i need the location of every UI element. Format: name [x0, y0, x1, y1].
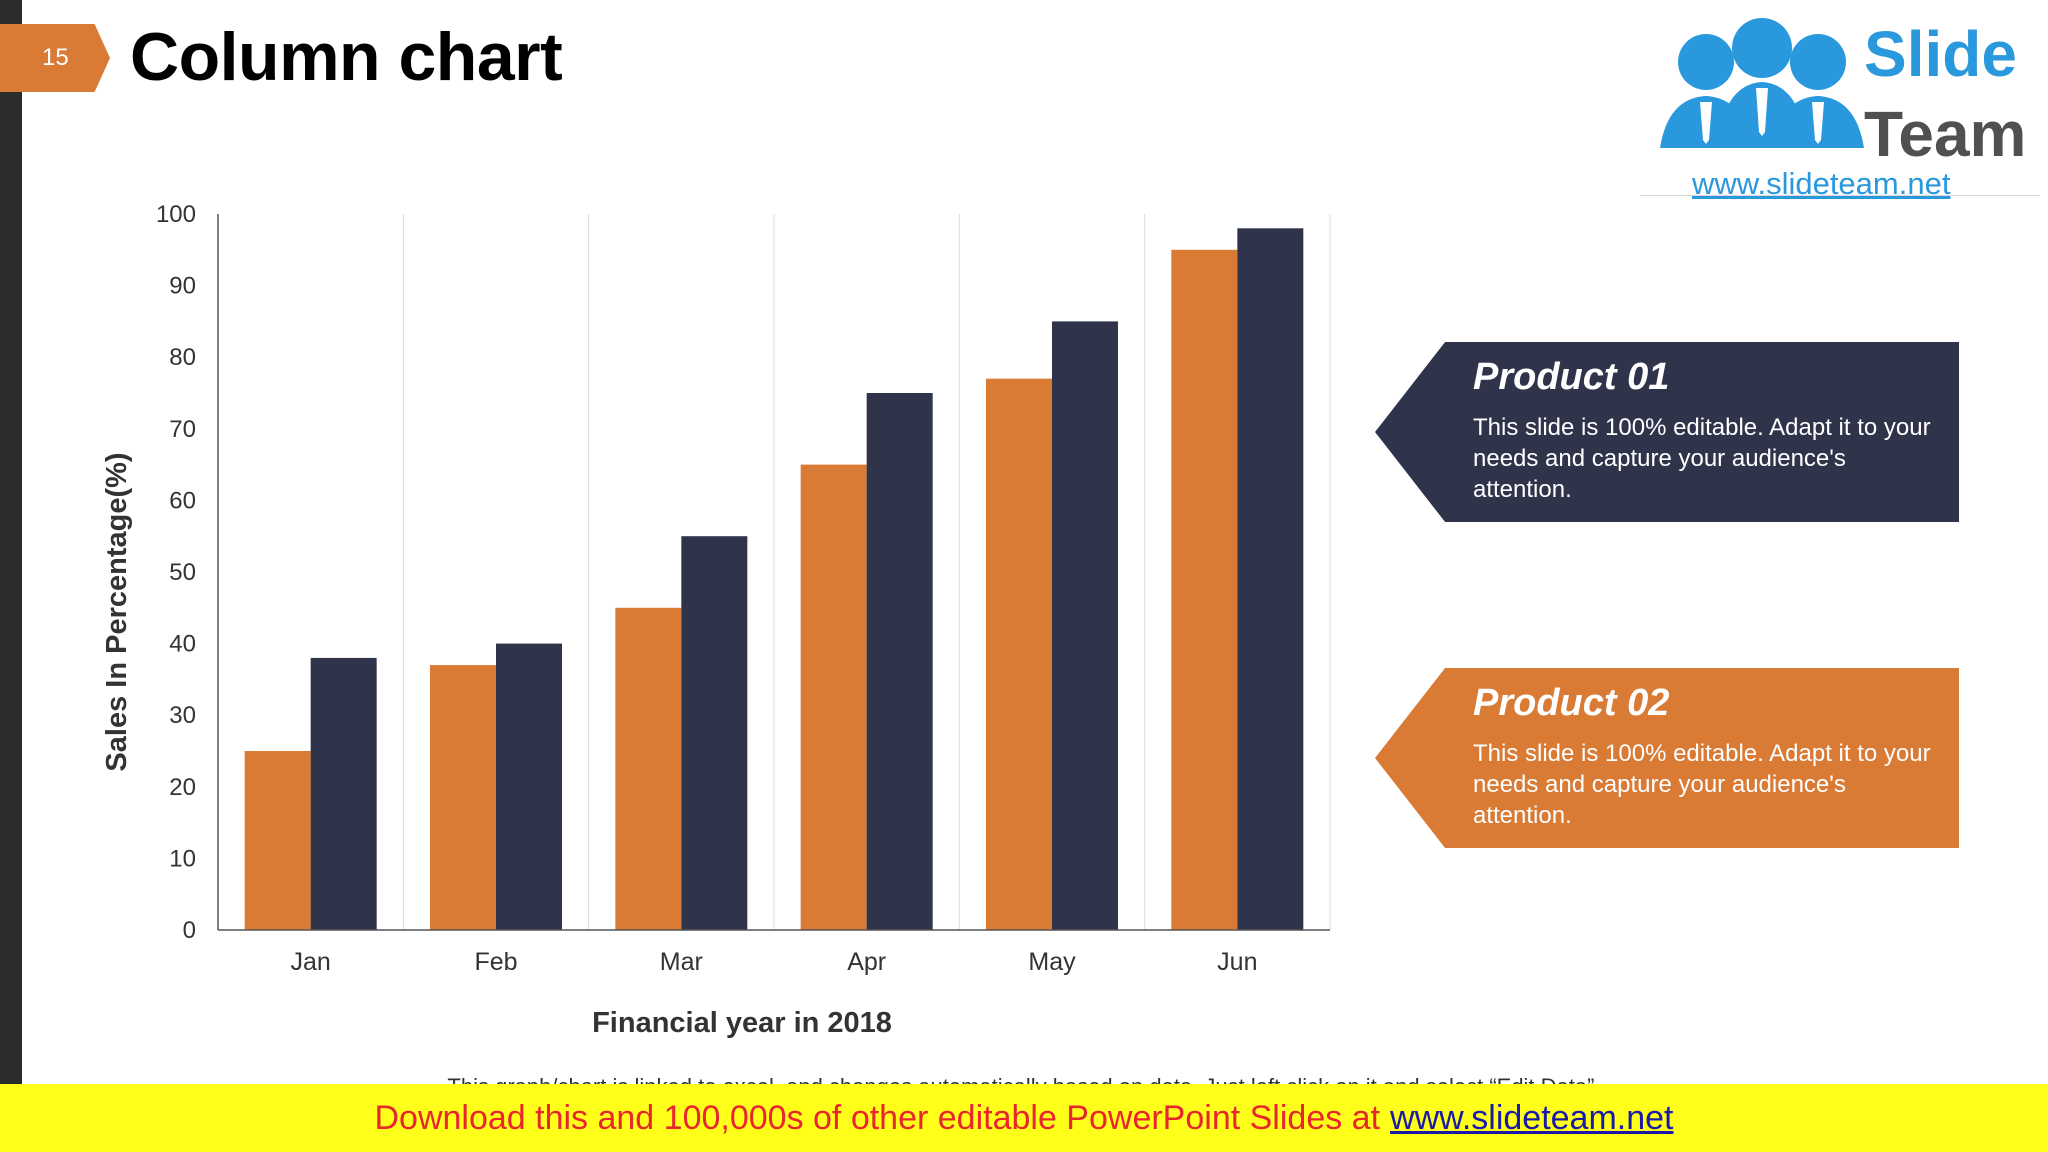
x-tick-label: Jan — [291, 948, 331, 976]
people-icon — [1660, 18, 1864, 148]
logo-divider — [1640, 195, 2040, 196]
callout-text: This slide is 100% editable. Adapt it to… — [1473, 414, 1931, 503]
callout-title: Product 01 — [1473, 356, 1670, 398]
bar — [496, 643, 562, 930]
bar — [986, 378, 1052, 930]
slide-title: Column chart — [130, 19, 563, 95]
page-number: 15 — [42, 44, 69, 71]
y-tick-label: 90 — [169, 273, 196, 300]
y-tick-label: 40 — [169, 631, 196, 658]
page-number-tag: 15 — [0, 24, 110, 92]
x-tick-label: Apr — [847, 948, 886, 976]
bar — [1171, 249, 1238, 931]
callout-product-01: Product 01 This slide is 100% editable. … — [1375, 342, 1959, 522]
slideteam-logo[interactable]: Slide Team www.slideteam.net — [1640, 6, 2040, 201]
bar — [244, 751, 311, 930]
y-tick-label: 50 — [169, 559, 196, 586]
bar — [1052, 321, 1118, 930]
x-tick-label: Feb — [474, 948, 517, 976]
callout-title: Product 02 — [1473, 682, 1670, 724]
y-tick-label: 10 — [169, 845, 196, 872]
y-tick-label: 70 — [169, 416, 196, 443]
bar — [800, 464, 867, 930]
logo-word-team: Team — [1864, 98, 2027, 170]
left-accent-bar — [0, 0, 22, 1084]
logo-url-link[interactable]: www.slideteam.net — [1692, 166, 1951, 201]
bar — [430, 665, 496, 930]
y-tick-label: 30 — [169, 702, 196, 729]
column-chart: 0 10 20 30 40 50 60 70 80 90 100 Jan Feb Mar Apr May Jun… — [101, 201, 1331, 1039]
y-axis-title: Sales In Percentage(%) — [101, 452, 133, 771]
callout-product-02: Product 02 This slide is 100% editable. … — [1375, 668, 1959, 848]
x-tick-label: May — [1028, 948, 1076, 976]
y-tick-label: 20 — [169, 774, 196, 801]
callout-text: This slide is 100% editable. Adapt it to… — [1473, 740, 1931, 829]
x-tick-label: Mar — [660, 948, 703, 976]
x-tick-label: Jun — [1217, 948, 1257, 976]
bar — [615, 607, 682, 930]
y-tick-label: 80 — [169, 344, 196, 371]
y-tick-label: 0 — [183, 917, 196, 944]
banner-link[interactable]: www.slideteam.net — [1390, 1098, 1674, 1137]
bar — [1237, 228, 1304, 930]
y-tick-label: 100 — [156, 201, 196, 228]
x-axis-title: Financial year in 2018 — [592, 1007, 892, 1039]
logo-word-slide: Slide — [1864, 18, 2017, 90]
bar — [866, 393, 933, 930]
banner-text: Download this and 100,000s of other edit… — [374, 1098, 1381, 1137]
bar — [681, 536, 748, 930]
y-tick-label: 60 — [169, 487, 196, 514]
chart-note: This graph/chart is linked to excel, and… — [0, 1074, 2048, 1086]
bar — [310, 657, 377, 930]
download-banner: Download this and 100,000s of other edit… — [0, 1084, 2048, 1152]
